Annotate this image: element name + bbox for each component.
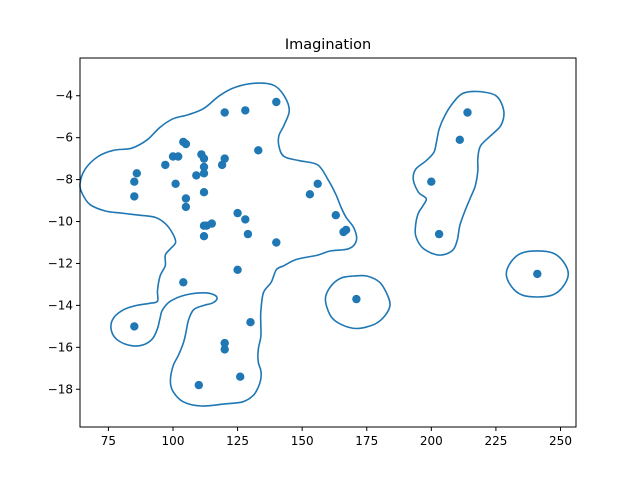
density-contour-1 xyxy=(412,90,505,256)
data-point-36 xyxy=(179,278,188,287)
data-point-4 xyxy=(181,139,191,149)
y-axis: −18 −16 −14 −12 −10 −8 −6 −4 xyxy=(48,89,80,396)
data-point-0 xyxy=(272,97,281,107)
data-point-10 xyxy=(220,154,229,163)
data-point-40 xyxy=(246,318,255,327)
x-tick-label-125: 125 xyxy=(226,434,249,448)
data-point-12 xyxy=(161,160,170,170)
data-point-49 xyxy=(533,269,542,279)
data-point-37 xyxy=(233,265,242,274)
y-tick-label--16: −16 xyxy=(48,340,73,354)
data-point-5 xyxy=(254,146,263,155)
data-point-46 xyxy=(455,135,464,144)
data-point-39 xyxy=(130,322,139,331)
data-point-14 xyxy=(132,169,141,178)
data-point-48 xyxy=(434,229,444,239)
x-tick-label-250: 250 xyxy=(549,434,572,448)
y-tick-label--8: −8 xyxy=(55,173,73,187)
data-point-41 xyxy=(220,338,229,348)
chart-title: Imagination xyxy=(285,37,371,53)
data-point-17 xyxy=(130,177,139,186)
density-contour-3 xyxy=(505,250,570,298)
x-tick-label-100: 100 xyxy=(162,434,185,448)
data-point-23 xyxy=(233,208,242,218)
x-tick-label-225: 225 xyxy=(484,434,507,448)
x-tick-label-175: 175 xyxy=(355,434,378,448)
y-tick-label--14: −14 xyxy=(48,298,73,312)
data-point-15 xyxy=(199,169,209,178)
y-tick-label--10: −10 xyxy=(48,215,73,229)
data-point-21 xyxy=(181,194,191,203)
x-tick-label-200: 200 xyxy=(420,434,443,448)
data-point-29 xyxy=(243,229,253,239)
data-point-45 xyxy=(427,177,436,186)
plot-frame xyxy=(79,57,577,428)
data-point-43 xyxy=(236,372,245,381)
density-contour-2 xyxy=(324,274,391,330)
data-point-33 xyxy=(331,211,340,220)
data-point-24 xyxy=(241,215,250,224)
point-layer xyxy=(130,97,542,390)
data-point-30 xyxy=(272,238,281,247)
data-point-16 xyxy=(192,171,201,180)
data-point-20 xyxy=(130,192,139,201)
y-tick-label--18: −18 xyxy=(48,382,73,396)
data-point-31 xyxy=(313,179,322,188)
x-tick-label-75: 75 xyxy=(101,434,116,448)
data-point-22 xyxy=(181,202,191,212)
data-point-11 xyxy=(217,160,227,170)
data-point-13 xyxy=(199,162,209,172)
x-axis: 75 100 125 150 175 200 225 250 xyxy=(101,427,572,448)
data-point-28 xyxy=(199,232,209,241)
density-contour-0 xyxy=(79,82,358,407)
data-point-35 xyxy=(341,225,351,235)
data-point-42 xyxy=(220,345,229,354)
data-point-47 xyxy=(463,108,472,117)
data-point-7 xyxy=(174,152,183,161)
contour-layer xyxy=(79,82,570,407)
x-tick-label-150: 150 xyxy=(291,434,314,448)
data-point-1 xyxy=(220,108,229,117)
data-point-9 xyxy=(199,154,209,163)
y-tick-label--6: −6 xyxy=(55,131,73,145)
data-point-44 xyxy=(194,380,203,390)
data-point-18 xyxy=(171,179,180,188)
y-tick-label--4: −4 xyxy=(55,89,73,103)
data-point-19 xyxy=(199,188,209,197)
data-point-2 xyxy=(241,106,250,115)
data-point-32 xyxy=(305,190,315,199)
y-tick-label--12: −12 xyxy=(48,256,73,270)
data-point-27 xyxy=(207,219,216,228)
data-point-38 xyxy=(352,294,361,304)
